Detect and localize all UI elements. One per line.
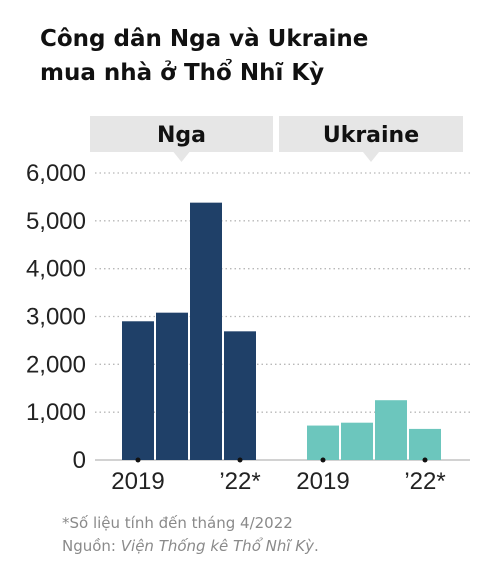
y-tick-label: 1,000 <box>26 399 86 426</box>
y-tick-label: 6,000 <box>26 160 86 187</box>
bar-1-2 <box>375 400 407 460</box>
title-line-1: Công dân Nga và Ukraine <box>40 26 369 52</box>
source-end: . <box>314 537 319 555</box>
bar-0-1 <box>156 312 188 460</box>
y-tick-label: 3,000 <box>26 304 86 331</box>
series-name: Ukraine <box>323 123 419 148</box>
bar-0-0 <box>122 321 154 460</box>
source-line: Nguồn: Viện Thống kê Thổ Nhĩ Kỳ. <box>62 535 319 558</box>
bar-1-3 <box>409 428 441 460</box>
x-tick-mark <box>135 457 141 463</box>
y-tick-label: 0 <box>73 447 86 474</box>
bar-0-3 <box>224 331 256 460</box>
series-header-0 <box>90 116 273 162</box>
footnote-text: *Số liệu tính đến tháng 4/2022 <box>62 514 293 532</box>
x-tick-mark <box>422 457 428 463</box>
x-tick-label: ’22* <box>219 468 260 495</box>
y-tick-label: 2,000 <box>26 351 86 378</box>
bar-layer <box>122 202 441 460</box>
footnote-block: *Số liệu tính đến tháng 4/2022 Nguồn: Vi… <box>62 512 319 558</box>
series-name: Nga <box>157 123 206 148</box>
x-tick-label: 2019 <box>296 468 349 495</box>
tick-layer: 0 1,000 2,000 3,000 4,000 5,000 6,000 2019 ’22* 2… <box>26 160 446 495</box>
x-tick-mark <box>320 457 326 463</box>
bar-0-2 <box>190 202 222 460</box>
x-tick-label: ’22* <box>404 468 445 495</box>
x-tick-mark <box>237 457 243 463</box>
bar-1-1 <box>341 422 373 460</box>
series-header-1 <box>279 116 463 162</box>
panel-layer: Nga Ukraine <box>90 116 463 162</box>
title-line-2: mua nhà ở Thổ Nhĩ Kỳ <box>40 60 325 86</box>
y-tick-label: 5,000 <box>26 208 86 235</box>
y-tick-label: 4,000 <box>26 256 86 283</box>
source-label: Nguồn: <box>62 537 121 555</box>
x-tick-label: 2019 <box>111 468 164 495</box>
bar-1-0 <box>307 425 339 460</box>
chart-title: Công dân Nga và Ukraine mua nhà ở Thổ Nh… <box>40 22 470 90</box>
source-name: Viện Thống kê Thổ Nhĩ Kỳ <box>120 537 315 555</box>
